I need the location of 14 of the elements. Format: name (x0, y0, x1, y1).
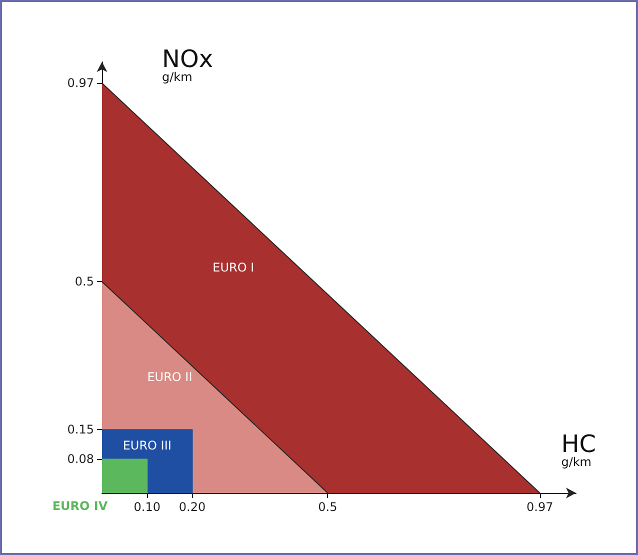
y-tick-label: 0.5 (74, 274, 94, 289)
series-label: EURO III (122, 438, 172, 452)
series-label: EURO IV (52, 499, 108, 513)
x-tick-label: 0.20 (178, 500, 206, 514)
x-tick-label: 0.10 (134, 500, 160, 514)
x-tick-label: 0.5 (318, 500, 338, 514)
y-tick-label: 0.97 (67, 76, 94, 90)
series-label: EURO II (147, 370, 192, 384)
series-label: EURO I (212, 260, 254, 275)
y-tick-label: 0.15 (67, 422, 94, 437)
x-axis-title: HC g/km (561, 430, 596, 469)
y-axis-title: NOx g/km (162, 45, 214, 84)
x-tick-label: 0.97 (526, 500, 554, 514)
y-tick-label: 0.08 (67, 452, 94, 466)
